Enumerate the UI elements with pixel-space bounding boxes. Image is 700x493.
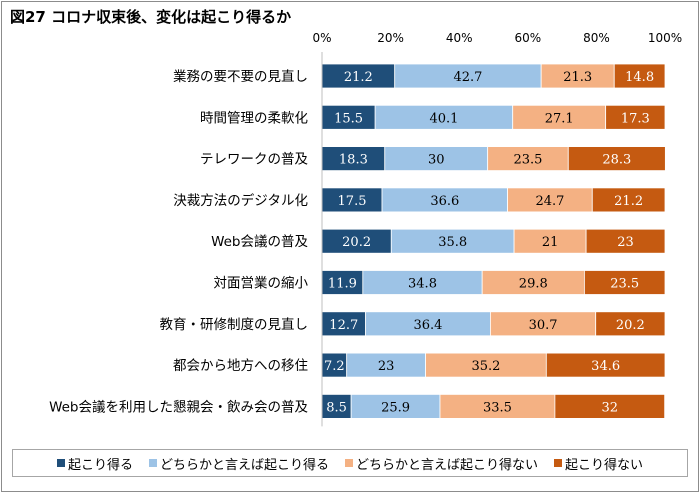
bar-segment — [583, 270, 666, 295]
legend-swatch — [554, 459, 563, 467]
data-label: 12.7 — [329, 318, 358, 333]
legend-label: どちらかと言えば起こり得る — [159, 457, 329, 473]
legend-swatch — [345, 459, 353, 467]
data-label: 21.2 — [614, 194, 643, 209]
data-label: 18.3 — [339, 153, 368, 168]
data-label: 42.7 — [453, 70, 482, 85]
bar-segment — [545, 352, 666, 378]
bar-segment — [346, 352, 426, 378]
data-label: 20.2 — [342, 235, 371, 250]
data-label: 33.5 — [483, 400, 512, 415]
legend-label: 起こり得る — [67, 457, 133, 473]
chart-title: 図27 コロナ収束後、変化は起こり得るか — [10, 8, 292, 26]
legend-label: どちらかと言えば起こり得ない — [356, 457, 539, 473]
bar-segment — [374, 104, 514, 130]
data-label: 32 — [602, 400, 619, 415]
bar-segment — [321, 146, 386, 172]
data-label: 21.2 — [344, 70, 373, 85]
legend-item: どちらかと言えば起こり得ない — [345, 454, 538, 473]
bar-segment — [321, 311, 366, 337]
legend-item: 起こり得ない — [554, 454, 643, 473]
bar-segment — [362, 270, 483, 295]
data-label: 36.6 — [430, 194, 459, 209]
bar-segment — [490, 311, 597, 337]
bar-segment — [613, 63, 666, 89]
x-tick-label: 40% — [446, 31, 473, 45]
bar-segment — [567, 146, 666, 172]
category-label: テレワークの普及 — [200, 152, 308, 168]
data-label: 21.3 — [563, 70, 592, 85]
data-label: 7.2 — [324, 359, 345, 374]
bar-segment — [321, 187, 383, 213]
category-label: 教育・研修制度の見直し — [160, 317, 309, 333]
data-label: 34.6 — [591, 359, 620, 374]
bar-segment — [512, 104, 607, 130]
bar-segment — [554, 393, 666, 419]
data-label: 24.7 — [535, 194, 564, 209]
data-label: 30 — [428, 153, 445, 168]
bar-segment — [425, 352, 547, 378]
data-label: 35.2 — [471, 359, 500, 374]
data-label: 40.1 — [429, 111, 458, 126]
bar-segment — [487, 146, 569, 172]
legend-swatch — [56, 459, 65, 467]
data-label: 11.9 — [328, 277, 357, 292]
bar-segment — [321, 352, 348, 378]
data-label: 20.2 — [616, 318, 645, 333]
bar-segment — [321, 104, 376, 130]
legend-item: 起こり得る — [56, 454, 133, 473]
data-label: 17.5 — [338, 194, 367, 209]
category-label: Web会議を利用した懇親会・飲み会の普及 — [49, 398, 308, 415]
bar-segment — [394, 63, 542, 89]
bar-segment — [350, 393, 441, 419]
data-label: 14.8 — [625, 70, 654, 85]
legend-label: 起こり得ない — [565, 457, 644, 473]
data-label: 27.1 — [545, 111, 574, 126]
x-tick-label: 100% — [648, 31, 682, 45]
data-label: 15.5 — [334, 111, 363, 126]
data-label: 23.5 — [610, 277, 639, 292]
category-label: Web会議の普及 — [211, 233, 308, 250]
legend-swatch — [148, 459, 157, 467]
bar-segment — [585, 228, 666, 254]
bar-segment — [595, 311, 666, 337]
category-label: 時間管理の柔軟化 — [200, 110, 308, 126]
data-label: 36.4 — [414, 318, 443, 333]
legend: 起こり得る どちらかと言えば起こり得る どちらかと言えば起こり得ない 起こり得ない — [12, 449, 688, 477]
bar-segment — [384, 146, 489, 172]
category-label: 決裁方法のデジタル化 — [173, 192, 308, 209]
data-label: 21 — [542, 235, 559, 250]
x-tick-label: 80% — [583, 31, 610, 45]
bar-segment — [513, 228, 587, 254]
category-label: 都会から地方への移住 — [173, 358, 308, 374]
data-label: 30.7 — [529, 318, 558, 333]
bar-segment — [507, 187, 593, 213]
data-label: 8.5 — [326, 400, 347, 415]
x-tick-label: 60% — [514, 31, 541, 45]
bar-segment — [591, 187, 666, 213]
data-label: 29.8 — [519, 277, 548, 292]
data-label: 34.8 — [408, 277, 437, 292]
legend-item: どちらかと言えば起こり得る — [148, 454, 329, 473]
x-tick-label: 20% — [377, 31, 404, 45]
category-label: 対面営業の縮小 — [214, 276, 309, 292]
bar-segment — [381, 187, 508, 213]
data-label: 25.9 — [381, 400, 410, 415]
data-label: 17.3 — [621, 111, 650, 126]
x-tick-label: 0% — [312, 31, 331, 45]
data-label: 35.8 — [438, 235, 467, 250]
data-label: 28.3 — [602, 153, 631, 168]
category-label: 業務の要不要の見直し — [173, 69, 308, 85]
data-label: 23 — [617, 235, 634, 250]
data-label: 23.5 — [513, 153, 542, 168]
data-label: 23 — [378, 359, 395, 374]
bar-segment — [390, 228, 515, 254]
bar-segment — [605, 104, 666, 130]
